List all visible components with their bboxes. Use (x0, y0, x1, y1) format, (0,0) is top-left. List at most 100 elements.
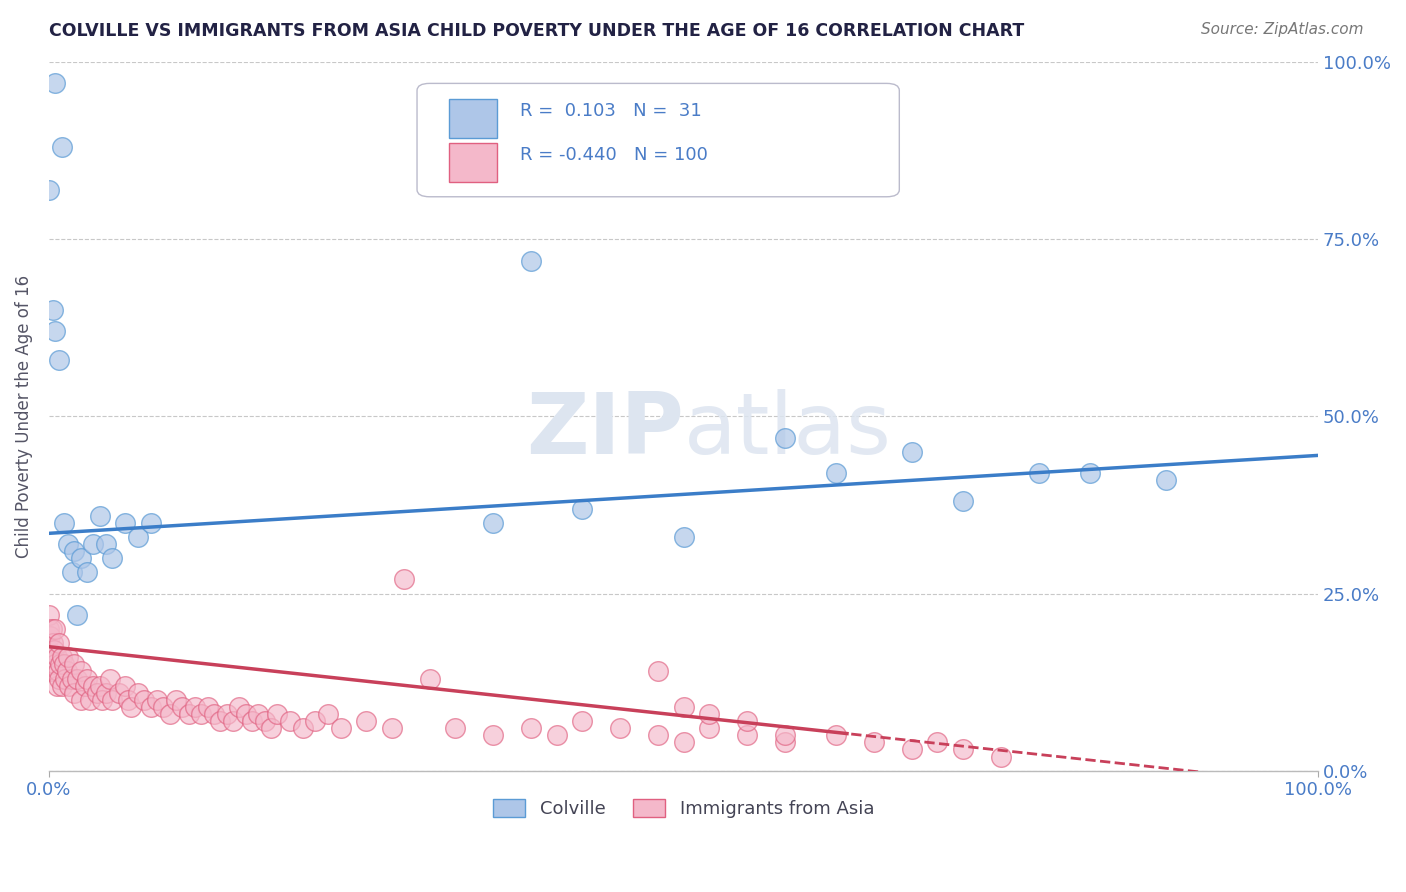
Point (89, 508, 111, 523)
Point (101, 693, 124, 707)
Point (901, 445, 924, 459)
Point (79, 693, 101, 707)
Text: R = -0.440   N = 100: R = -0.440 N = 100 (520, 146, 707, 164)
Point (278, 714, 301, 728)
Point (672, 530, 695, 544)
Text: atlas: atlas (683, 389, 891, 472)
Point (222, 714, 245, 728)
Point (329, 721, 352, 735)
Point (177, 706, 200, 721)
Point (86, 686, 108, 700)
Point (247, 706, 270, 721)
Point (520, 253, 543, 268)
Point (901, 742, 924, 756)
Point (520, 721, 543, 735)
Point (39, 665, 62, 679)
Point (56, 537, 79, 551)
Point (773, 431, 796, 445)
Point (773, 735, 796, 749)
FancyBboxPatch shape (449, 143, 496, 182)
Point (42, 636, 65, 650)
Point (41, 622, 63, 636)
Point (51, 650, 73, 665)
Point (202, 706, 225, 721)
Point (76, 672, 98, 686)
Point (546, 728, 568, 742)
Point (44, 76, 66, 90)
Point (45, 650, 67, 665)
Point (863, 735, 886, 749)
Point (735, 728, 758, 742)
Point (228, 700, 250, 714)
Point (291, 721, 314, 735)
Point (41, 650, 63, 665)
Point (184, 700, 207, 714)
Point (89, 679, 111, 693)
Point (146, 693, 169, 707)
Point (38, 607, 60, 622)
Point (48, 672, 70, 686)
Point (952, 494, 974, 508)
Point (240, 714, 263, 728)
Point (49, 657, 72, 672)
Point (60, 672, 83, 686)
Point (44, 622, 66, 636)
Point (735, 714, 758, 728)
Point (63, 657, 86, 672)
Point (927, 735, 949, 749)
Point (190, 706, 212, 721)
Point (672, 700, 695, 714)
Point (38, 657, 60, 672)
Point (773, 728, 796, 742)
Point (139, 516, 162, 530)
Point (117, 693, 139, 707)
Point (165, 693, 187, 707)
Point (107, 686, 129, 700)
Point (134, 693, 156, 707)
Point (55, 672, 77, 686)
Point (197, 700, 219, 714)
Point (209, 714, 232, 728)
Point (647, 728, 669, 742)
Text: ZIP: ZIP (526, 389, 683, 472)
Point (571, 714, 593, 728)
FancyBboxPatch shape (418, 83, 900, 197)
Point (824, 728, 846, 742)
Point (66, 672, 89, 686)
Point (121, 700, 143, 714)
Point (69, 693, 91, 707)
Point (304, 714, 326, 728)
Point (394, 573, 416, 587)
Point (609, 721, 631, 735)
Point (482, 516, 505, 530)
Point (66, 607, 89, 622)
Point (114, 516, 136, 530)
Point (152, 700, 174, 714)
Point (253, 714, 276, 728)
Point (952, 742, 974, 756)
Point (44, 325, 66, 339)
Point (482, 728, 505, 742)
Point (51, 140, 73, 154)
Point (316, 706, 339, 721)
Point (42, 665, 65, 679)
Point (127, 686, 149, 700)
Point (46, 665, 69, 679)
Point (419, 672, 441, 686)
Point (672, 735, 695, 749)
Text: COLVILLE VS IMMIGRANTS FROM ASIA CHILD POVERTY UNDER THE AGE OF 16 CORRELATION C: COLVILLE VS IMMIGRANTS FROM ASIA CHILD P… (49, 22, 1025, 40)
Point (38, 622, 60, 636)
Point (82, 537, 104, 551)
Point (82, 679, 104, 693)
Point (647, 665, 669, 679)
Point (94, 537, 117, 551)
Point (39, 629, 62, 643)
Point (42, 643, 65, 657)
Point (94, 686, 117, 700)
Point (101, 551, 124, 566)
Point (260, 721, 283, 735)
Point (697, 721, 720, 735)
Point (76, 566, 98, 580)
Point (73, 679, 96, 693)
Point (356, 714, 378, 728)
